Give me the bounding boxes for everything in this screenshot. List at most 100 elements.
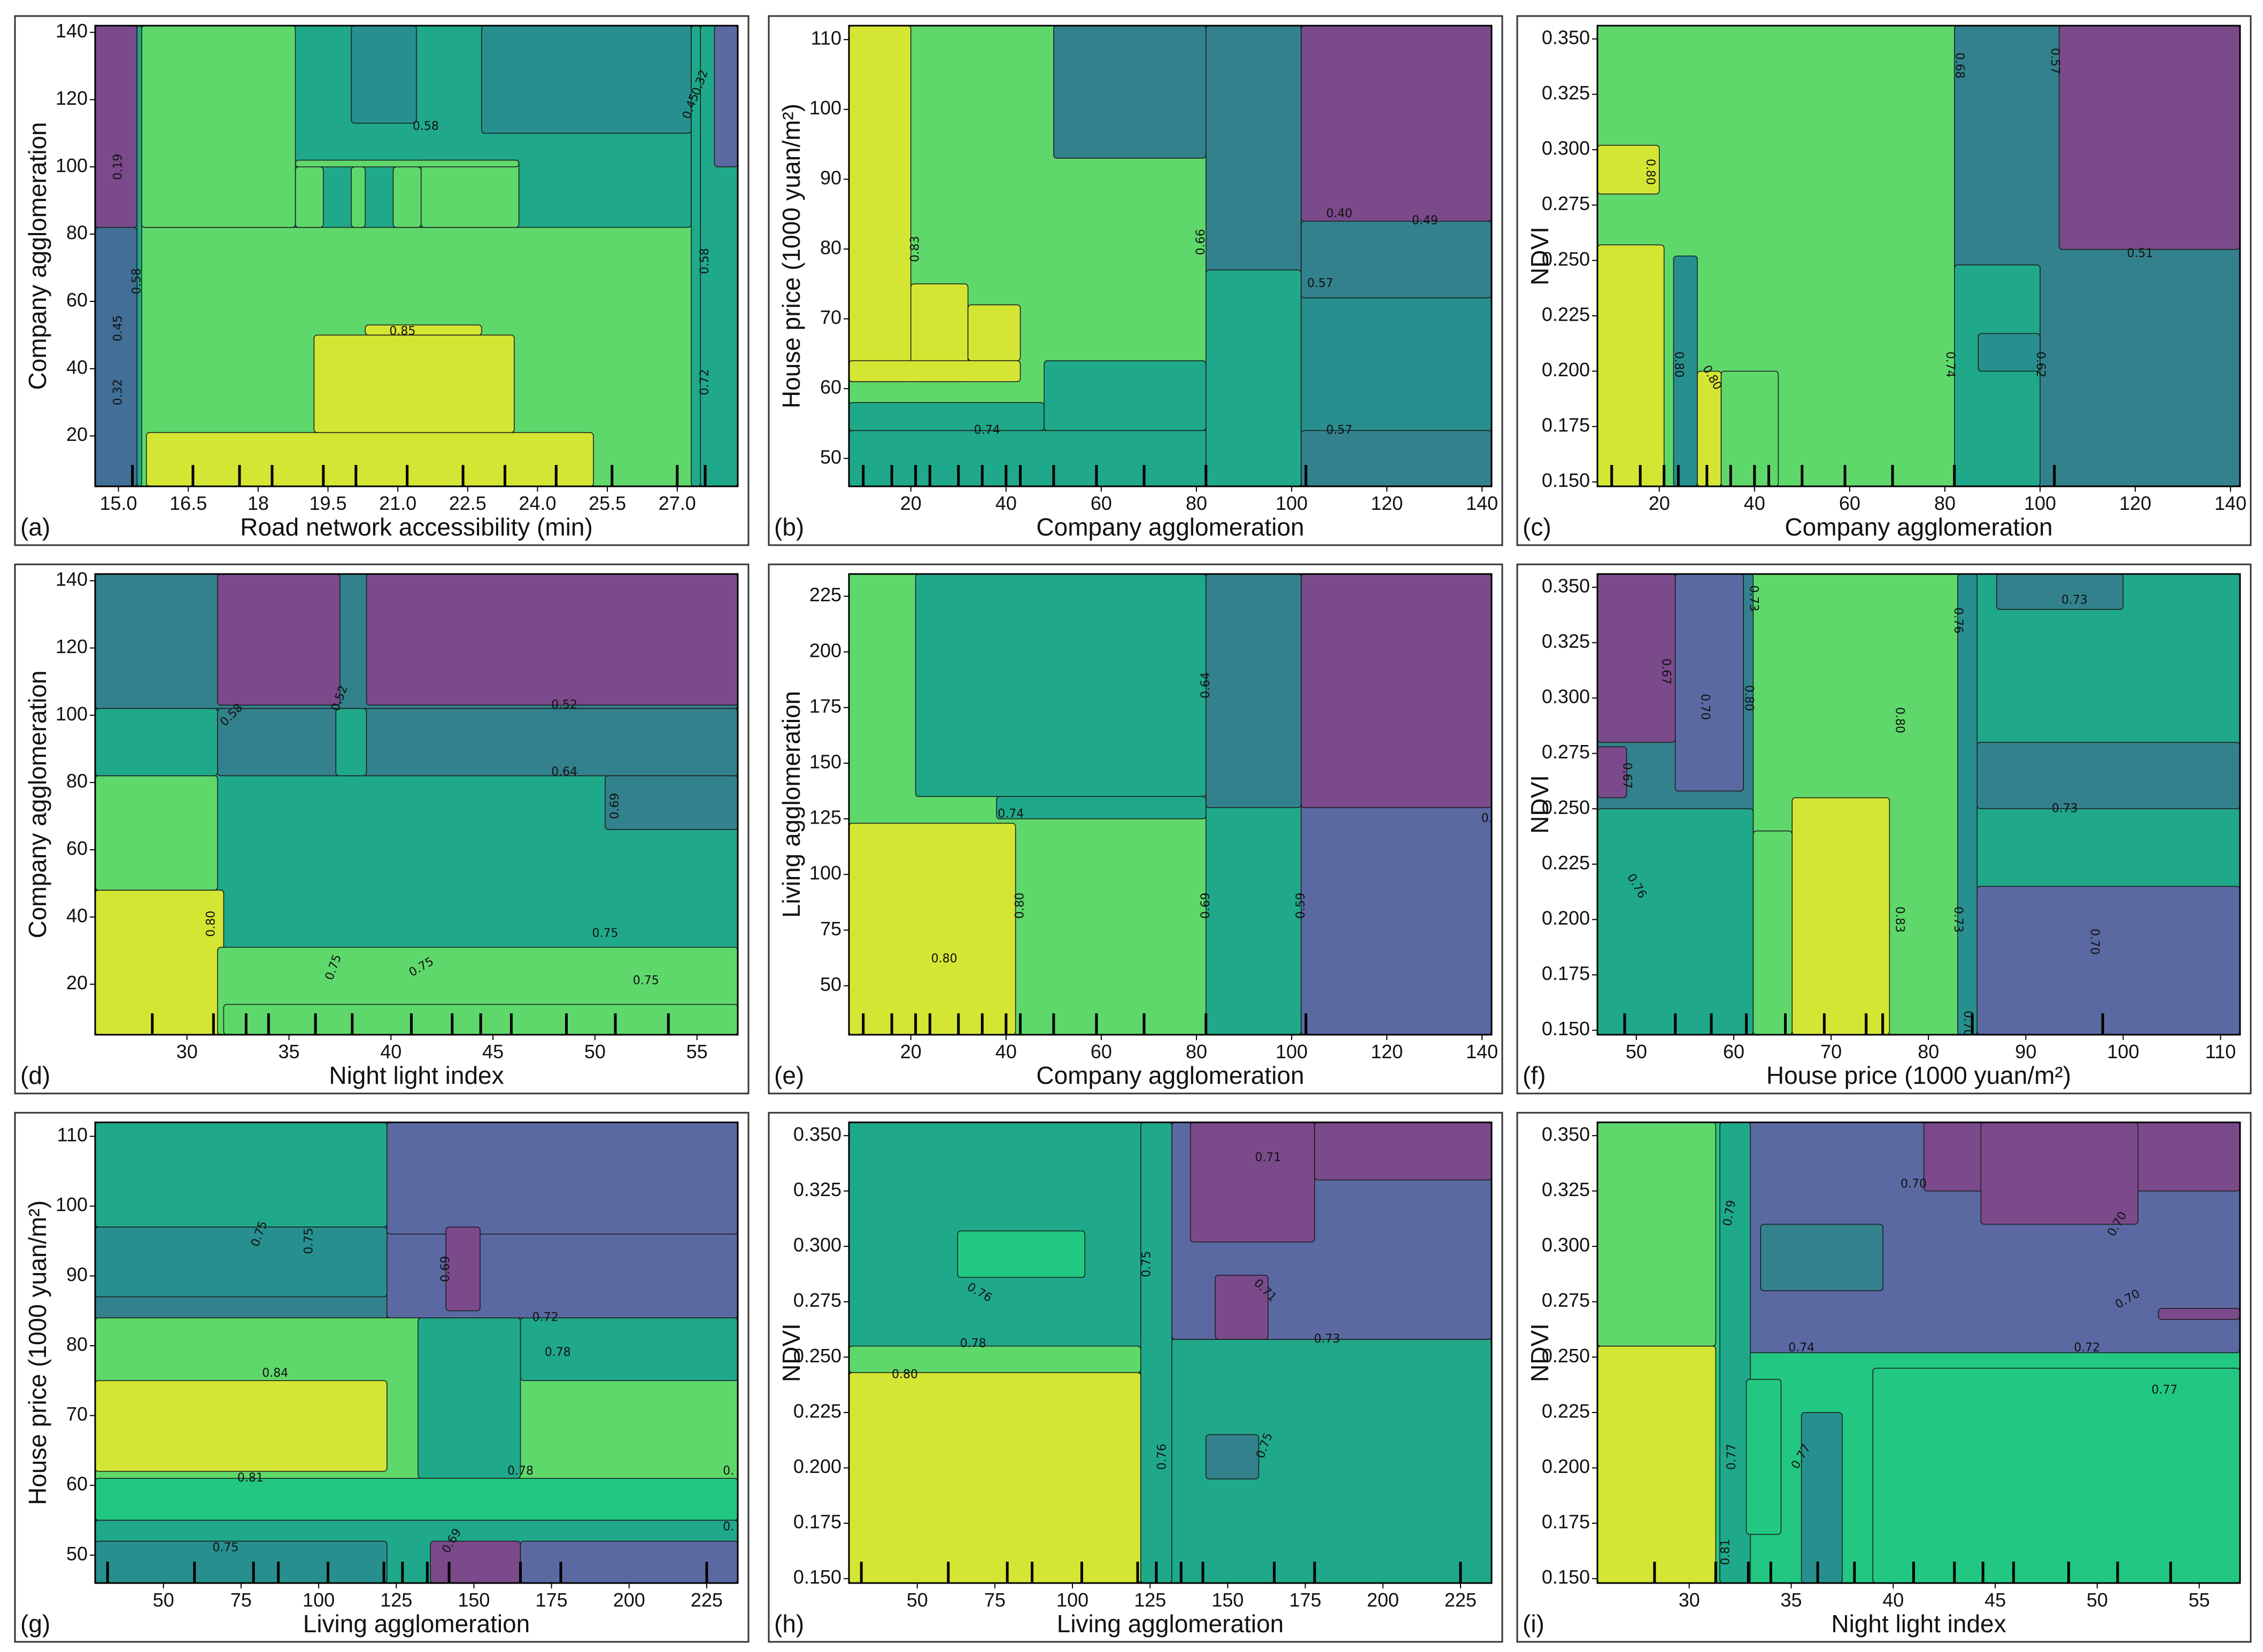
y-tick-label: 50: [820, 446, 841, 468]
contour-label: 0.69: [608, 793, 622, 819]
contour-region: [714, 26, 738, 168]
x-tick-label: 110: [2205, 1041, 2236, 1062]
y-tick-label: 0.150: [1542, 1566, 1590, 1588]
contour-label: 0.83: [1893, 906, 1906, 933]
y-tick-label: 0.325: [1542, 1178, 1590, 1200]
y-tick-label: 20: [66, 423, 88, 445]
y-tick-label: 60: [66, 837, 88, 859]
x-axis-title: Road network accessibility (min): [240, 513, 593, 541]
x-tick-label: 45: [1984, 1589, 2006, 1611]
x-tick-label: 70: [1820, 1041, 1842, 1062]
y-tick-label: 100: [56, 1193, 88, 1215]
contour-label: 0.57: [1307, 277, 1333, 290]
x-tick-label: 19.5: [309, 492, 346, 514]
contour-region: [445, 1227, 481, 1312]
x-tick-label: 18: [248, 492, 269, 514]
x-tick-label: 90: [2015, 1041, 2036, 1062]
contour-region: [95, 775, 218, 891]
y-tick-label: 100: [56, 154, 88, 176]
contour-label: 0.67: [1620, 763, 1634, 789]
contour-region: [217, 574, 341, 706]
y-tick-label: 125: [809, 806, 841, 828]
x-tick-label: 55: [686, 1041, 708, 1062]
contour-label: 0.75: [303, 1228, 316, 1254]
y-tick-label: 60: [820, 376, 841, 398]
contour-label: 0.78: [545, 1346, 571, 1359]
y-axis-title: House price (1000 yuan/m²): [777, 104, 805, 408]
y-tick-label: 120: [56, 87, 88, 109]
axes-box: [94, 573, 739, 1036]
y-tick-label: 0.275: [793, 1289, 841, 1311]
y-tick-label: 0.300: [1542, 686, 1590, 708]
contour-label: 0.51: [2127, 247, 2153, 260]
contour-label: 0.78: [960, 1337, 986, 1350]
x-tick-label: 40: [1744, 492, 1765, 514]
x-tick-label: 140: [1466, 492, 1498, 514]
y-tick-label: 150: [809, 750, 841, 772]
contour-region: [1720, 370, 1779, 486]
contour-region: [351, 26, 417, 124]
contour-region: [849, 360, 1021, 382]
contour-label: 0.58: [698, 248, 712, 274]
contour-region: [1791, 797, 1890, 1035]
x-tick-label: 60: [1091, 1041, 1112, 1062]
x-tick-label: 80: [1934, 492, 1956, 514]
contour-label: 0.80: [892, 1368, 918, 1381]
contour-label: 0.77: [2151, 1383, 2177, 1397]
contour-label: 0.75: [633, 974, 659, 987]
panel-i: 0.790.700.700.700.74 0.720.770.77 0.770.81…: [1516, 1112, 2252, 1643]
y-tick-label: 0.200: [1542, 1455, 1590, 1477]
axes-box: [1596, 573, 2241, 1036]
contour-label: 0.58: [413, 120, 439, 133]
y-tick-label: 0.175: [1542, 1511, 1590, 1533]
contour-region: [95, 1227, 388, 1298]
x-tick-label: 225: [691, 1589, 723, 1611]
y-tick-label: 0.250: [1542, 248, 1590, 270]
panel-b: 0.83 0.66 0.40 0.49 0.57 0.74 0.57 20 40 60 80 100 1…: [768, 15, 1503, 546]
contour-label: 0.81: [237, 1471, 264, 1485]
y-tick-label: 0.175: [1542, 963, 1590, 984]
contour-region: [849, 1372, 1141, 1583]
y-tick-label: 175: [809, 695, 841, 717]
contour-region: [95, 1380, 388, 1472]
contour-label: 0.: [1481, 812, 1493, 825]
contour-region: [392, 166, 422, 228]
contour-region: [1996, 574, 2124, 610]
y-tick-label: 0.250: [1542, 796, 1590, 818]
y-tick-label: 0.175: [793, 1511, 841, 1533]
x-tick-label: 22.5: [449, 492, 486, 514]
contour-label: 0.70: [1961, 1011, 1974, 1037]
y-tick-label: 0.225: [793, 1400, 841, 1422]
y-axis-title: House price (1000 yuan/m²): [24, 1200, 51, 1505]
y-tick-label: 90: [66, 1263, 88, 1285]
contour-label: 0.81: [1719, 1539, 1732, 1565]
panel-label: (a): [20, 513, 50, 541]
x-tick-label: 100: [1276, 1041, 1308, 1062]
y-tick-label: 140: [56, 568, 88, 590]
y-tick-label: 0.275: [1542, 1289, 1590, 1311]
contour-region: [915, 574, 1207, 797]
axes-box: [848, 573, 1493, 1036]
x-tick-label: 140: [2214, 492, 2246, 514]
x-tick-label: 225: [1445, 1589, 1477, 1611]
contour-label: 0.74: [1943, 352, 1957, 378]
contour-label: 0.71: [1255, 1151, 1281, 1164]
x-tick-label: 30: [1679, 1589, 1700, 1611]
y-tick-label: 0.350: [793, 1123, 841, 1145]
contour-area: 0.580.52 0.520.640.690.800.75 0.750.750.75: [95, 574, 738, 1035]
contour-region: [1597, 145, 1660, 195]
y-tick-label: 40: [66, 904, 88, 926]
contour-label: 0.52: [551, 698, 577, 711]
contour-region: [957, 1230, 1086, 1278]
axes-box: [94, 1121, 739, 1584]
contour-label: 0.69: [1199, 893, 1212, 919]
contour-label: 0.80: [1672, 352, 1685, 378]
x-tick-label: 100: [1056, 1589, 1088, 1611]
y-tick-label: 200: [809, 639, 841, 661]
x-tick-label: 50: [2087, 1589, 2108, 1611]
panel-d: 0.580.52 0.520.640.690.800.75 0.750.750.75…: [14, 563, 750, 1095]
y-tick-label: 0.275: [1542, 741, 1590, 763]
contour-label: 0.78: [507, 1464, 534, 1478]
contour-region: [2058, 26, 2240, 250]
